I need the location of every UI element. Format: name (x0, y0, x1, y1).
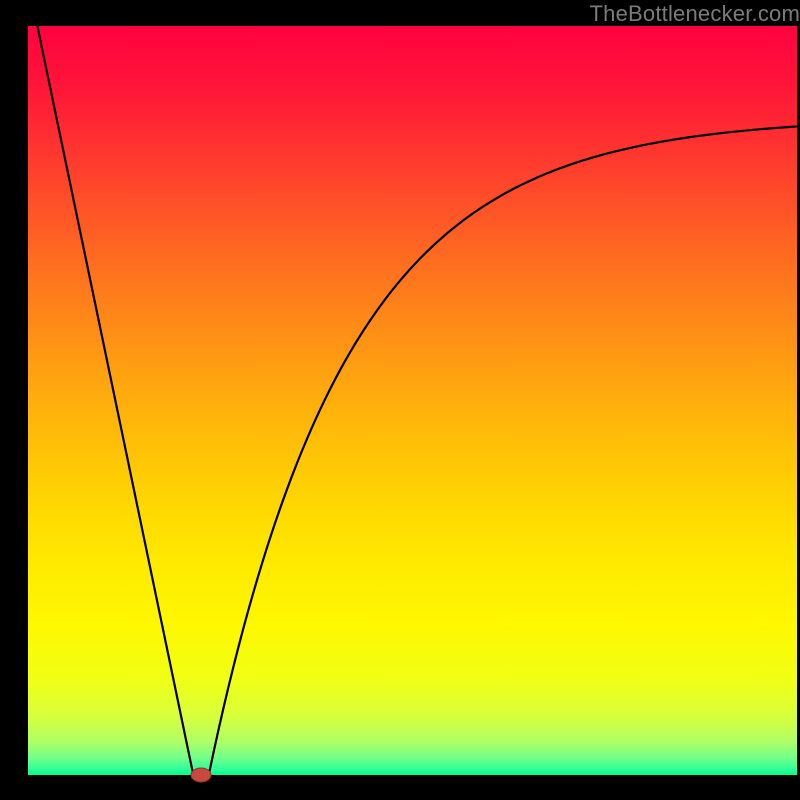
chart-container: TheBottlenecker.com (0, 0, 800, 800)
optimal-point-marker (191, 768, 211, 782)
bottleneck-chart (0, 0, 800, 800)
